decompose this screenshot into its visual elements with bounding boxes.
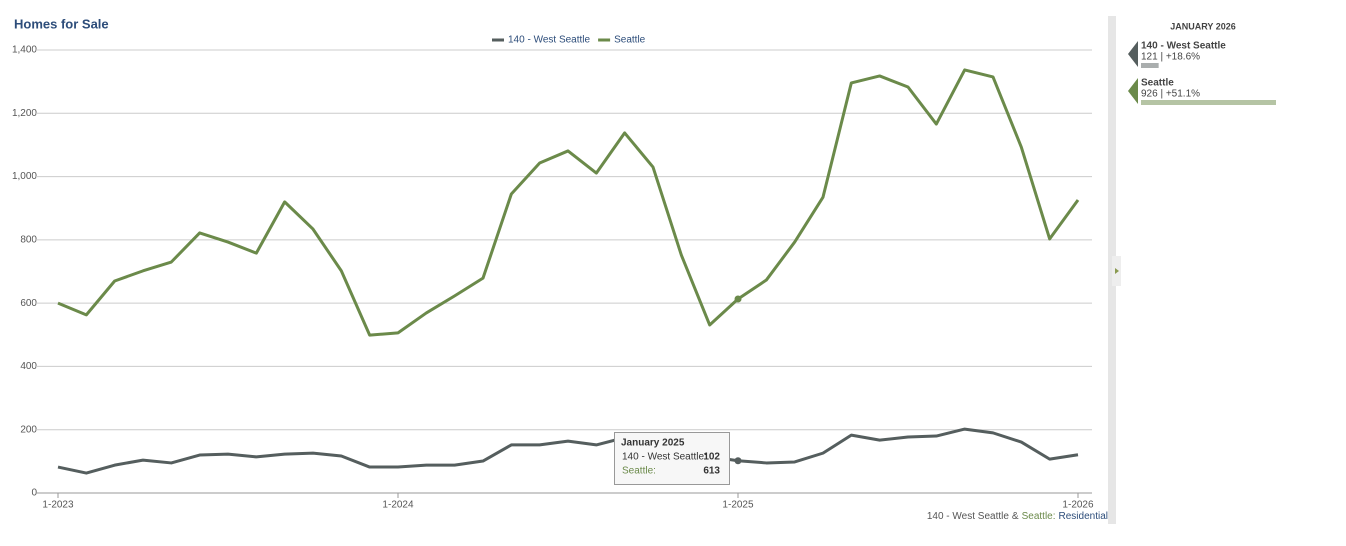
series-line	[57, 68, 1080, 337]
source-part: 140 - West Seattle	[927, 511, 1010, 522]
legend-label: 140 - West Seattle	[508, 35, 591, 46]
y-tick-label: 1,000	[12, 171, 37, 182]
summary-value: 926 | +51.1%	[1141, 89, 1200, 100]
tooltip-label: Seattle:	[622, 466, 656, 477]
summary-name: Seattle	[1141, 78, 1174, 89]
x-tick-label: 1-2024	[382, 500, 414, 511]
x-tick-label: 1-2025	[722, 500, 754, 511]
y-tick-label: 1,200	[12, 108, 37, 119]
tooltip-value: 102	[703, 452, 720, 463]
summary-value: 121 | +18.6%	[1141, 52, 1200, 63]
tooltip-value: 613	[703, 466, 720, 477]
y-tick-label: 600	[20, 298, 37, 309]
x-tick-label: 1-2026	[1062, 500, 1094, 511]
hover-point	[734, 457, 742, 465]
source-part: Residential	[1059, 511, 1108, 522]
legend-label: Seattle	[614, 35, 646, 46]
x-tick-label: 1-2023	[42, 500, 74, 511]
tooltip-box	[614, 432, 730, 485]
summary-marker	[1128, 41, 1138, 67]
source-part: Seattle:	[1022, 511, 1056, 522]
hover-point	[734, 295, 742, 303]
y-tick-label: 800	[20, 234, 37, 245]
collapse-arrow	[1115, 268, 1119, 274]
tooltip-title: January 2025	[621, 438, 685, 449]
y-tick-label: 0	[31, 488, 37, 499]
y-tick-label: 1,400	[12, 45, 37, 56]
y-tick-label: 200	[20, 424, 37, 435]
y-tick-label: 400	[20, 361, 37, 372]
summary-title: JANUARY 2026	[1170, 21, 1236, 31]
tooltip-label: 140 - West Seattle:	[622, 452, 707, 463]
summary-name: 140 - West Seattle	[1141, 41, 1226, 52]
summary-bar	[1141, 63, 1159, 68]
tooltip: January 2025 140 - West Seattle:102 Seattl…	[614, 432, 730, 485]
source: 140 - West Seattle & Seattle: Residential	[927, 511, 1108, 522]
series-line	[57, 427, 1079, 475]
summary-bar	[1141, 100, 1276, 105]
summary-marker	[1128, 78, 1138, 104]
chart-title: Homes for Sale	[14, 16, 109, 31]
legend: 140 - West Seattle Seattle	[492, 35, 646, 46]
source-part: &	[1012, 511, 1019, 522]
